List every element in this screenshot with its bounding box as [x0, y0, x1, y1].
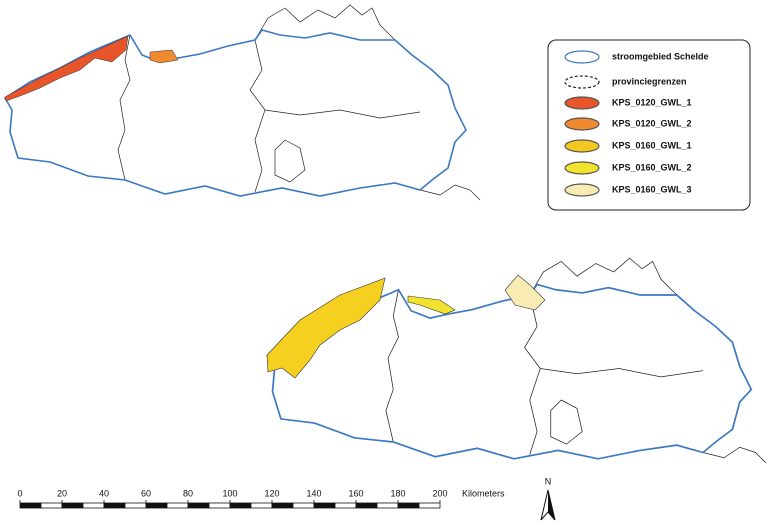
scale-segment [82, 502, 105, 509]
legend-label: KPS_0160_GWL_2 [612, 162, 692, 172]
kps-0160-gwl-3-area [504, 274, 546, 311]
legend-swatch [564, 96, 600, 110]
scale-label: 140 [306, 488, 321, 498]
legend: stroomgebied Schelde provinciegrenzen KPS_… [564, 50, 709, 197]
kps-0120-gwl-1-area [4, 35, 129, 102]
scale-label: 180 [390, 488, 405, 498]
legend-swatch [564, 139, 600, 153]
north-arrow: N [540, 476, 556, 521]
scale-unit: Kilometers [462, 488, 505, 498]
legend-label: KPS_0160_GWL_3 [612, 184, 692, 194]
scale-segment [208, 502, 231, 509]
legend-swatch [564, 50, 600, 64]
legend-label: KPS_0120_GWL_1 [612, 97, 692, 107]
scale-segment [19, 502, 42, 509]
scale-segment [124, 502, 147, 509]
scale-segment [334, 502, 357, 509]
legend-swatch [564, 161, 600, 175]
kps-0160-gwl-2-area [407, 295, 456, 315]
legend-swatch [564, 183, 600, 197]
scale-label: 80 [183, 488, 193, 498]
scale-label: 20 [57, 488, 67, 498]
scale-segment [418, 502, 441, 509]
scale-segment [40, 502, 63, 509]
scale-label: 100 [222, 488, 237, 498]
scale-segment [103, 502, 126, 509]
scale-segment [355, 502, 378, 509]
scale-bar: 0 20 40 60 80 100 120 140 160 180 200 Kilometers [17, 488, 505, 509]
scale-segment [250, 502, 273, 509]
scale-segment [145, 502, 168, 509]
north-label: N [545, 476, 552, 486]
scale-segment [166, 502, 189, 509]
scale-segment [397, 502, 420, 509]
scale-label: 0 [17, 488, 22, 498]
scale-segment [61, 502, 84, 509]
legend-label: KPS_0120_GWL_2 [612, 118, 692, 128]
scale-segment [187, 502, 210, 509]
scale-segment [229, 502, 252, 509]
scale-label: 160 [348, 488, 363, 498]
legend-swatch [564, 117, 600, 131]
legend-label: stroomgebied Schelde [612, 51, 709, 61]
legend-label: KPS_0160_GWL_1 [612, 140, 692, 150]
scale-segment [376, 502, 399, 509]
scale-label: 60 [141, 488, 151, 498]
scale-label: 200 [432, 488, 447, 498]
scale-segment [292, 502, 315, 509]
kps-0160-gwl-1-area [266, 277, 386, 379]
scale-segment [271, 502, 294, 509]
legend-swatch [564, 75, 600, 89]
top-map [4, 4, 481, 201]
kps-0120-gwl-2-area [149, 49, 179, 64]
scale-segment [313, 502, 336, 509]
scale-label: 40 [99, 488, 109, 498]
scale-label: 120 [264, 488, 279, 498]
legend-label: provinciegrenzen [612, 76, 687, 86]
